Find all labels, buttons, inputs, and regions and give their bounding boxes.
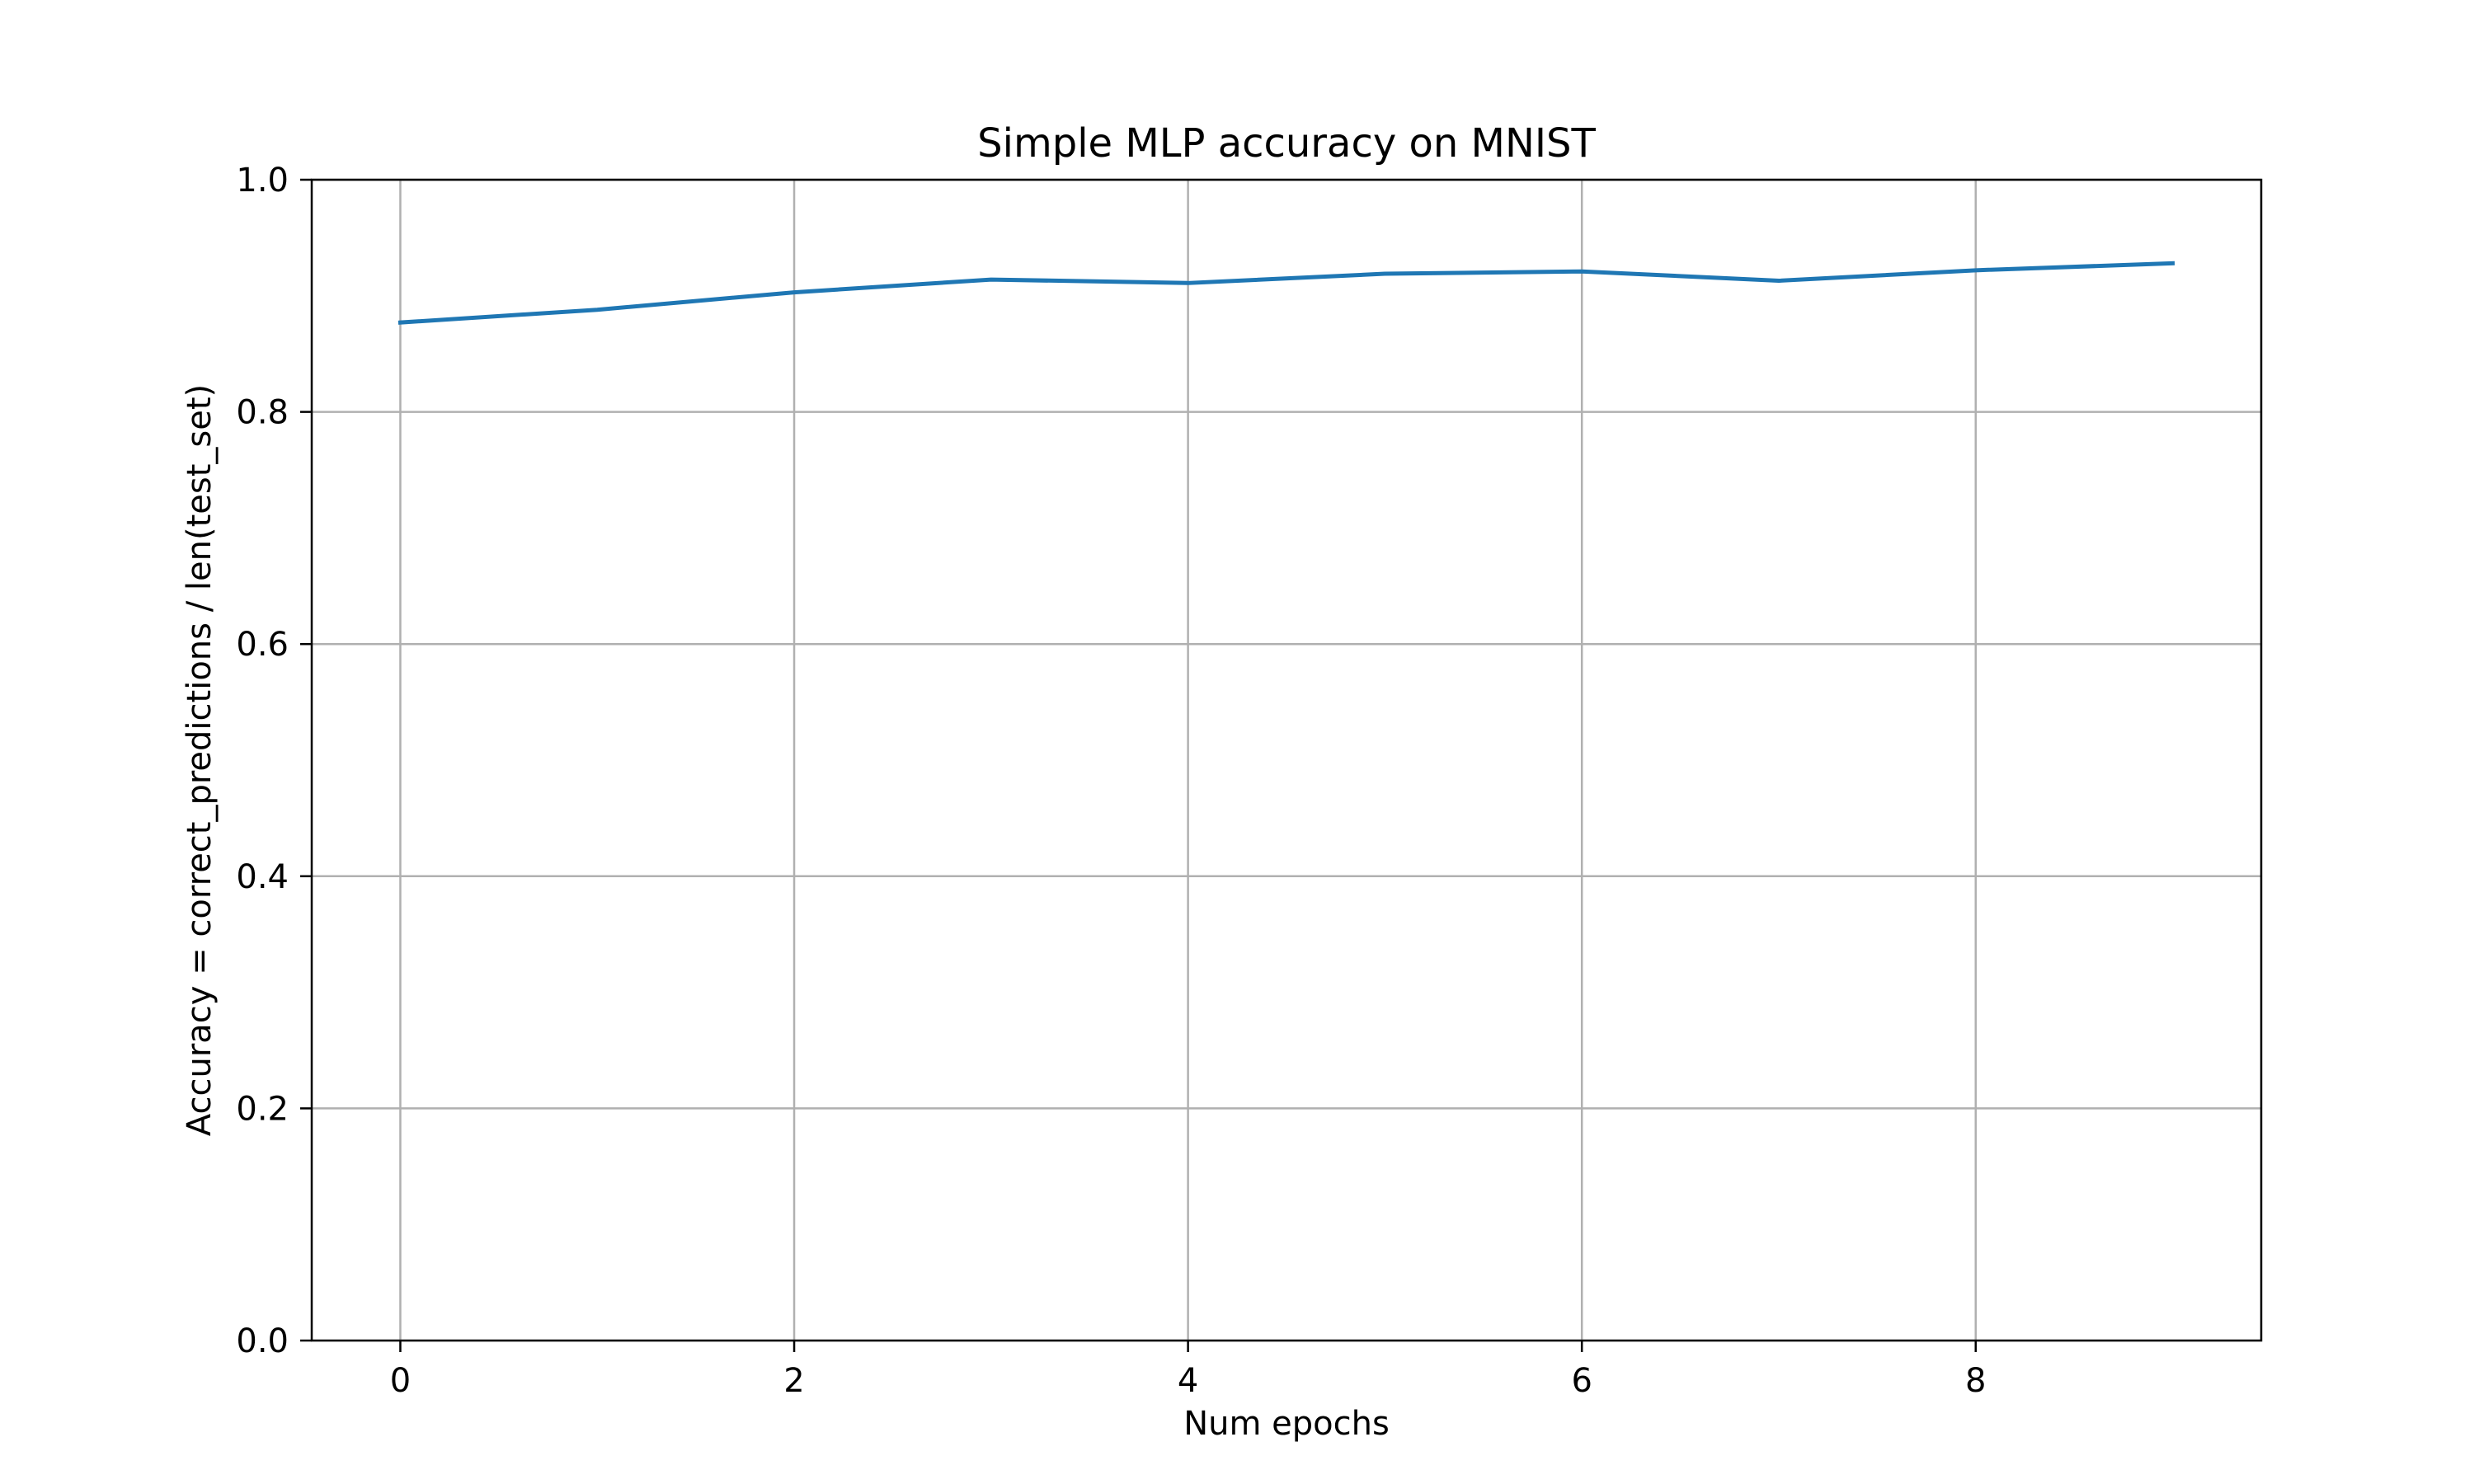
y-tick-label: 0.4 [236, 858, 289, 896]
y-tick-label: 0.2 [236, 1090, 289, 1128]
data-point [2172, 262, 2174, 264]
data-point [399, 322, 401, 323]
data-point [793, 292, 795, 294]
series-line-accuracy [397, 261, 2175, 325]
chart-title: Simple MLP accuracy on MNIST [977, 120, 1596, 167]
x-tick-label: 0 [390, 1362, 411, 1400]
data-point [1581, 270, 1583, 272]
x-tick-label: 4 [1178, 1362, 1198, 1400]
y-tick-label: 0.6 [236, 626, 289, 664]
y-axis-label: Accuracy = correct_predictions / len(tes… [181, 384, 219, 1136]
y-tick-label: 1.0 [236, 162, 289, 200]
y-tick-label: 0.0 [236, 1322, 289, 1360]
y-tick-label: 0.8 [236, 394, 289, 432]
x-axis-label: Num epochs [1183, 1405, 1390, 1443]
data-point [1778, 279, 1780, 281]
ticks: 0 2 4 6 8 0.0 0.2 0.4 0.6 0.8 1.0 [236, 162, 1986, 1400]
series-layer [397, 261, 2175, 325]
plot-frame [310, 178, 2263, 1342]
x-tick-label: 8 [1965, 1362, 1986, 1400]
x-tick-label: 6 [1571, 1362, 1592, 1400]
data-point [990, 279, 992, 280]
data-point [596, 309, 598, 311]
x-tick-label: 2 [783, 1362, 804, 1400]
